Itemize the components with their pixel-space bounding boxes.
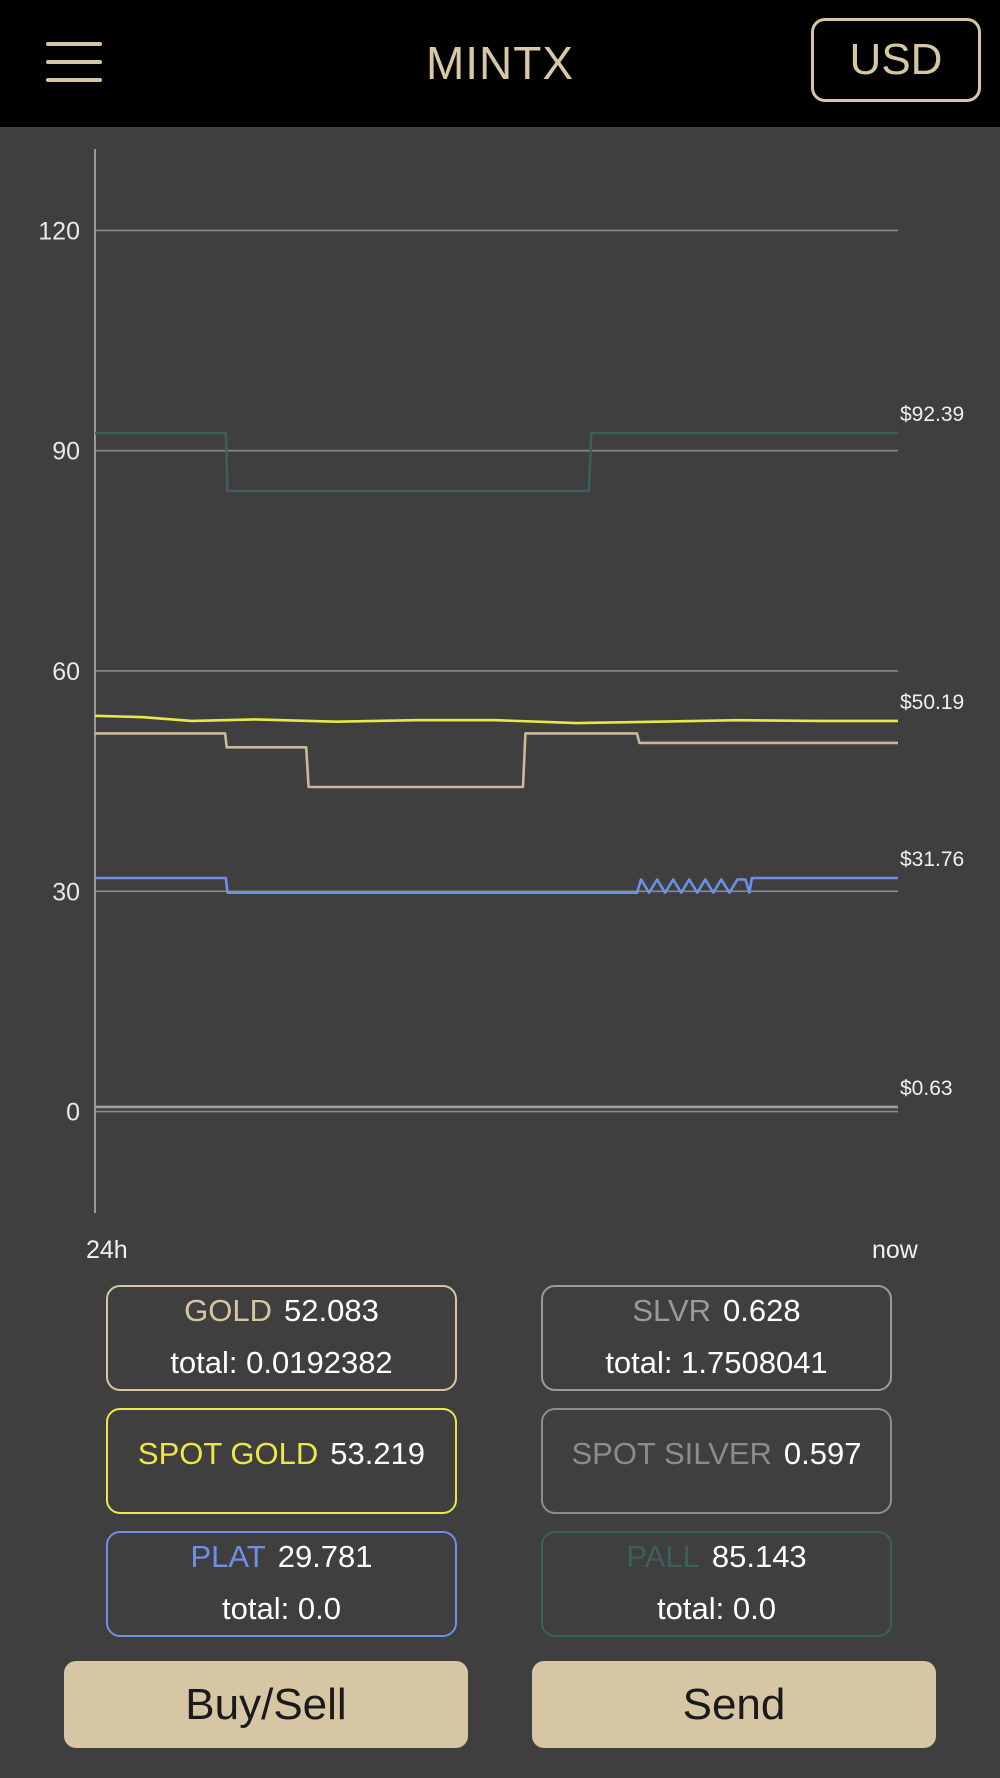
chart-series xyxy=(94,431,898,1109)
price-chart: 0 30 60 90 120 $92.39 $50.19 $31.76 $0.63 xyxy=(38,149,964,1213)
spot-gold-card[interactable]: SPOT GOLD 53.219 xyxy=(106,1408,457,1514)
gold-price: 52.083 xyxy=(284,1293,379,1328)
pall-card[interactable]: PALL 85.143 total: 0.0 xyxy=(541,1531,892,1637)
spot-gold-price: 53.219 xyxy=(330,1436,426,1471)
plat-price: 29.781 xyxy=(277,1539,373,1574)
buy-sell-button[interactable]: Buy/Sell xyxy=(64,1661,468,1748)
series-end-label: $31.76 xyxy=(900,848,964,871)
currency-button[interactable]: USD xyxy=(811,18,981,102)
series-end-label: $50.19 xyxy=(900,691,964,714)
app-title: MINTX xyxy=(425,37,575,89)
slvr-total: total: 1.7508041 xyxy=(605,1345,828,1380)
y-tick-label: 30 xyxy=(52,878,80,906)
pall-price: 85.143 xyxy=(711,1539,807,1574)
y-tick-label: 60 xyxy=(52,658,80,686)
x-axis-start-label: 24h xyxy=(86,1236,128,1264)
plat-card[interactable]: PLAT 29.781 total: 0.0 xyxy=(106,1531,457,1637)
series-line-pall xyxy=(95,431,898,493)
x-axis-end-label: now xyxy=(872,1236,918,1264)
pall-symbol: PALL xyxy=(626,1539,700,1574)
y-tick-label: 120 xyxy=(38,217,80,245)
y-tick-label: 90 xyxy=(52,438,80,466)
series-end-label: $92.39 xyxy=(900,403,964,426)
slvr-card[interactable]: SLVR 0.628 total: 1.7508041 xyxy=(541,1285,892,1391)
spot-silver-card[interactable]: SPOT SILVER 0.597 xyxy=(541,1408,892,1514)
spot-gold-symbol: SPOT GOLD xyxy=(137,1436,319,1471)
slvr-price: 0.628 xyxy=(723,1293,801,1328)
hamburger-menu-icon[interactable] xyxy=(46,42,102,82)
top-bar: MINTX USD xyxy=(0,0,1000,127)
menu-line xyxy=(46,78,102,82)
slvr-symbol: SLVR xyxy=(632,1293,712,1328)
y-tick-label: 0 xyxy=(66,1099,80,1127)
plat-symbol: PLAT xyxy=(190,1539,266,1574)
menu-line xyxy=(46,60,102,64)
chart-labels: 0 30 60 90 120 $92.39 $50.19 $31.76 $0.63 xyxy=(38,217,964,1126)
menu-line xyxy=(46,42,102,46)
series-end-label: $0.63 xyxy=(900,1077,953,1100)
gold-total: total: 0.0192382 xyxy=(170,1345,393,1380)
series-line-spot-gold xyxy=(94,714,898,725)
pall-total: total: 0.0 xyxy=(657,1591,776,1626)
series-line-gold xyxy=(95,732,898,789)
gold-symbol: GOLD xyxy=(184,1293,273,1328)
spot-silver-price: 0.597 xyxy=(783,1436,862,1471)
chart-grid xyxy=(95,229,898,1113)
send-button[interactable]: Send xyxy=(532,1661,936,1748)
series-line-plat xyxy=(95,876,898,895)
gold-card[interactable]: GOLD 52.083 total: 0.0192382 xyxy=(106,1285,457,1391)
plat-total: total: 0.0 xyxy=(222,1591,341,1626)
spot-silver-symbol: SPOT SILVER xyxy=(571,1436,772,1471)
